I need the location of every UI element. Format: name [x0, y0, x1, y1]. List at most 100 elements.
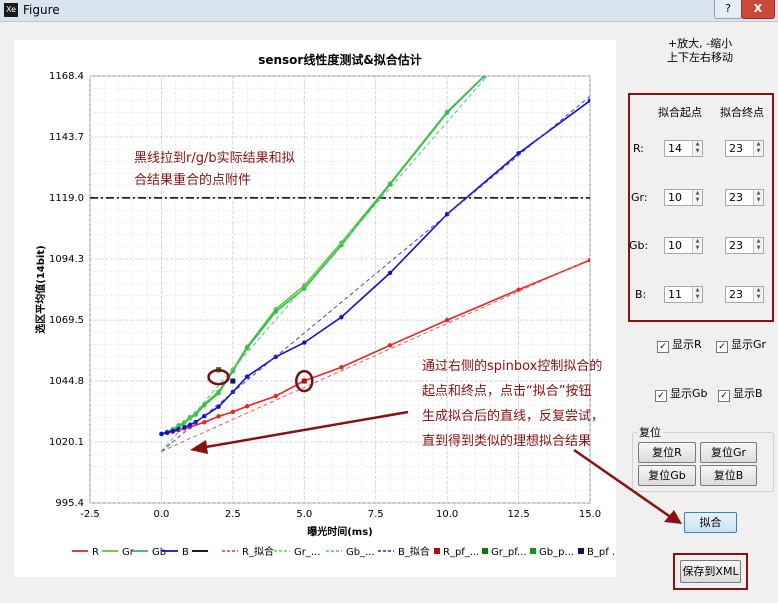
checkmark-icon: ✓	[718, 390, 730, 402]
x-tick-label: 0.0	[153, 509, 169, 520]
zoom-hint-line1: +放大, -缩小	[667, 37, 733, 50]
y-tick-label: 1143.7	[49, 132, 84, 143]
legend-marker	[434, 548, 440, 554]
zoom-hint-line2: 上下左右移动	[667, 51, 733, 64]
gb-end-spinbox[interactable]: 23 ▲ ▼	[725, 237, 764, 254]
legend-label: R	[92, 547, 99, 558]
legend-label: B_拟合	[398, 545, 430, 558]
annotation-bottom-line: 通过右侧的spinbox控制拟合的	[422, 358, 602, 374]
annotation-bottom-line: 直到得到类似的理想拟合结果	[422, 433, 591, 449]
legend-label: Gb_...	[346, 547, 375, 558]
r-end-spinbox[interactable]: 23 ▲ ▼	[725, 140, 764, 157]
data-point	[444, 317, 450, 323]
y-tick-label: 1044.8	[49, 376, 84, 387]
x-tick-label: 15.0	[579, 509, 601, 520]
y-tick-label: 1119.0	[49, 193, 84, 204]
chart: -2.5 0.0 2.5 5.0 7.5 10.0 12.5 15.0 995.4 1020.1 1…	[34, 52, 621, 558]
data-point	[516, 287, 521, 292]
reset-group-title: 复位	[637, 424, 663, 440]
gb-start-spinbox[interactable]: 10 ▲ ▼	[664, 237, 703, 254]
close-button[interactable]: X	[741, 0, 775, 19]
legend-label: Gr_...	[294, 547, 320, 558]
show-gr-checkbox[interactable]: ✓ 显示Gr	[716, 336, 766, 353]
fit-point-marker	[301, 378, 307, 384]
data-point	[273, 309, 278, 314]
fit-range-panel	[628, 93, 774, 322]
series-line	[161, 95, 590, 452]
b-end-spinbox[interactable]: 23 ▲ ▼	[725, 286, 764, 303]
data-point	[587, 257, 590, 263]
legend-label: B_pf ...	[587, 547, 616, 558]
row-label-b: B:	[635, 288, 647, 301]
reset-gb-button[interactable]: 复位Gb	[638, 465, 696, 486]
data-point	[216, 414, 221, 419]
row-label-r: R:	[633, 142, 645, 155]
data-point	[273, 393, 278, 399]
data-point	[302, 286, 307, 291]
x-tick-label: 12.5	[507, 509, 529, 520]
chart-title: sensor线性度测试&拟合估计	[258, 52, 422, 67]
series-group	[159, 76, 590, 452]
save-xml-button[interactable]: 保存到XML	[680, 560, 741, 583]
arrow-to-fit-shaft	[573, 448, 673, 520]
reset-r-button[interactable]: 复位R	[638, 442, 696, 463]
fit-start-header: 拟合起点	[658, 106, 702, 119]
data-point	[159, 431, 164, 437]
plot-area[interactable]: -2.5 0.0 2.5 5.0 7.5 10.0 12.5 15.0 995.4 1020.1 1…	[14, 40, 621, 577]
show-b-checkbox[interactable]: ✓ 显示B	[718, 385, 763, 402]
gr-start-spinbox[interactable]: 10 ▲ ▼	[664, 189, 703, 206]
data-point	[216, 390, 221, 396]
r-start-spinbox[interactable]: 14 ▲ ▼	[664, 140, 703, 157]
save-highlight	[673, 553, 748, 590]
data-point	[587, 98, 590, 103]
annotation-top-line: 合结果重合的点附件	[134, 172, 251, 188]
fit-button[interactable]: 拟合	[684, 512, 737, 533]
arrow-to-fit-overlay	[573, 448, 682, 524]
data-point	[202, 420, 207, 425]
legend-marker	[482, 548, 488, 554]
data-point	[387, 343, 393, 348]
checkmark-icon: ✓	[716, 341, 728, 353]
data-point	[216, 404, 221, 409]
legend-label: Gr_pf...	[491, 547, 527, 558]
data-point	[193, 419, 198, 425]
data-point	[387, 270, 393, 276]
data-point	[444, 110, 450, 115]
x-tick-label: -2.5	[80, 509, 100, 520]
annotation-bottom-line: 起点和终点，点击“拟合”按钮	[422, 383, 591, 399]
show-r-checkbox[interactable]: ✓ 显示R	[657, 336, 702, 353]
data-point	[482, 76, 487, 79]
legend-label: B	[182, 547, 189, 558]
data-point	[244, 374, 250, 379]
annotation-top-line: 黑线拉到r/g/b实际结果和拟	[134, 151, 295, 166]
data-point	[170, 428, 176, 434]
data-point	[244, 404, 250, 409]
legend-label: Gr	[122, 547, 135, 558]
data-point	[182, 425, 187, 430]
gr-end-spinbox[interactable]: 23 ▲ ▼	[725, 189, 764, 206]
x-axis-label: 曝光时间(ms)	[307, 525, 373, 538]
legend-label: R_拟合	[242, 545, 274, 558]
series-line	[161, 76, 488, 452]
row-label-gr: Gr:	[631, 191, 648, 204]
legend-label: Gb	[152, 547, 166, 558]
b-start-spinbox[interactable]: 11 ▲ ▼	[664, 286, 703, 303]
series-line	[161, 258, 590, 452]
checkmark-icon: ✓	[657, 341, 669, 353]
arrow-to-fit-head	[664, 510, 682, 524]
data-point	[339, 314, 344, 320]
show-gb-checkbox[interactable]: ✓ 显示Gb	[655, 385, 708, 402]
title-bar: Xe Figure ? X	[0, 0, 778, 22]
row-label-gb: Gb:	[629, 239, 649, 252]
legend-marker	[578, 548, 584, 554]
help-button[interactable]: ?	[714, 0, 742, 19]
x-tick-label: 7.5	[368, 509, 384, 520]
data-point	[176, 427, 181, 432]
arrow-left-shaft	[199, 410, 409, 450]
data-point	[230, 409, 236, 415]
y-tick-label: 1094.3	[49, 254, 84, 265]
y-tick-label: 1020.1	[49, 437, 84, 448]
reset-b-button[interactable]: 复位B	[700, 465, 757, 486]
data-point	[202, 403, 207, 408]
reset-gr-button[interactable]: 复位Gr	[700, 442, 757, 463]
